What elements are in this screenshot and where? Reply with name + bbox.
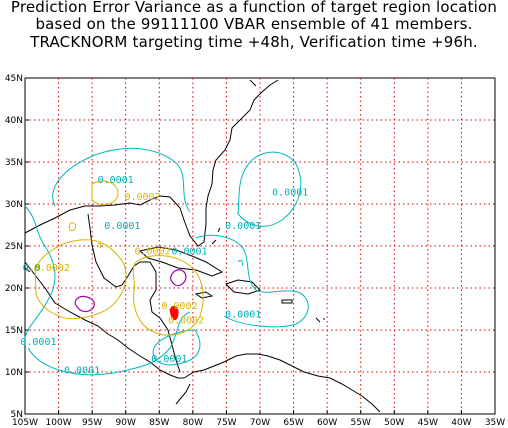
y-tick-label: 35N	[5, 158, 23, 168]
x-tick-label: 85W	[149, 418, 169, 428]
y-tick-label: 5N	[11, 410, 23, 420]
grid-lines	[25, 78, 495, 414]
y-tick-label: 15N	[5, 326, 23, 336]
y-tick-label: 10N	[5, 368, 23, 378]
x-tick-label: 50W	[384, 418, 404, 428]
contour-max	[169, 305, 179, 321]
x-tick-label: 55W	[351, 418, 371, 428]
x-tick-label: 60W	[317, 418, 337, 428]
contour-label: 0.0	[23, 263, 41, 274]
axis-ticks: 105W 100W 95W 90W 85W 80W 75W 70W 65W 60W 55W 50W 45…	[5, 74, 505, 428]
contour-label: 0.0001	[20, 337, 56, 348]
x-tick-label: 35W	[485, 418, 505, 428]
x-tick-label: 90W	[116, 418, 136, 428]
contour-label: 0.0001	[171, 246, 207, 257]
contour-label: 0.0002	[34, 263, 70, 274]
x-tick-label: 40W	[451, 418, 471, 428]
contour-0.0003	[74, 269, 187, 313]
y-tick-label: 25N	[5, 242, 23, 252]
contour-label: 0.0001	[64, 366, 100, 377]
coastline	[24, 79, 381, 413]
x-tick-label: 80W	[183, 418, 203, 428]
x-tick-label: 45W	[418, 418, 438, 428]
y-tick-label: 40N	[5, 116, 23, 126]
chart-title-line1: Prediction Error Variance as a function …	[10, 0, 498, 16]
contour-label: 0.0002	[124, 192, 160, 203]
x-tick-label: 100W	[46, 418, 72, 428]
contour-label: 0.0001	[104, 221, 140, 232]
contour-label: 0.0001	[98, 175, 134, 186]
y-tick-label: 45N	[5, 74, 23, 84]
y-tick-label: 20N	[5, 284, 23, 294]
contour-label: 0.0002	[161, 301, 197, 312]
x-tick-label: 95W	[82, 418, 102, 428]
x-tick-label: 105W	[12, 418, 38, 428]
chart-title-line3: TRACKNORM targeting time +48h, Verificat…	[30, 33, 478, 51]
x-tick-label: 70W	[250, 418, 270, 428]
chart-title-line2: based on the 99111100 VBAR ensemble of 4…	[35, 15, 473, 33]
contour-label: 0.0001	[225, 309, 261, 320]
contour-0.0002	[34, 180, 204, 336]
y-tick-label: 30N	[5, 200, 23, 210]
contour-label: 0.0002	[135, 246, 171, 257]
contour-label: 0.0001	[225, 221, 261, 232]
contour-label: 0.0001	[272, 188, 308, 199]
contour-0.0001	[24, 147, 309, 376]
x-tick-label: 75W	[216, 418, 236, 428]
x-tick-label: 65W	[283, 418, 303, 428]
contour-label: 0.0002	[168, 315, 204, 326]
contour-label: 0.0001	[151, 354, 187, 365]
